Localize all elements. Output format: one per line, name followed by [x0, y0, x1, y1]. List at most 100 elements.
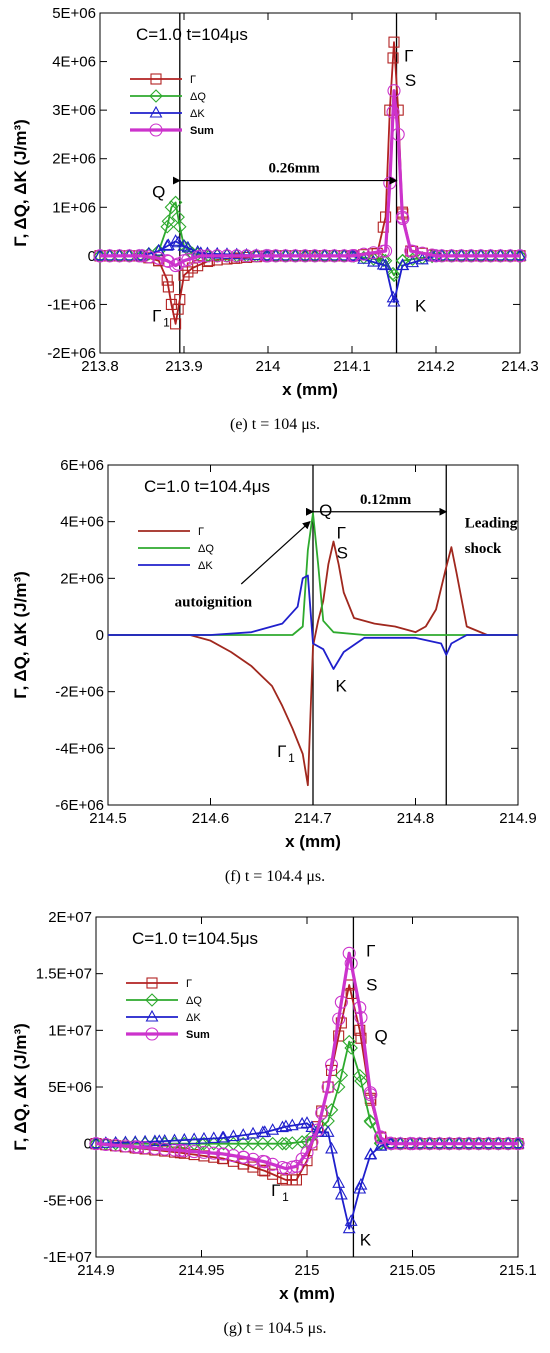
data-point: [142, 250, 156, 264]
data-point: [197, 1136, 211, 1151]
data-point: [112, 249, 127, 263]
data-point: [354, 1011, 368, 1025]
data-point: [164, 200, 179, 215]
data-point: [315, 1106, 329, 1120]
chart-title: C=1.0 t=104.4μs: [144, 477, 270, 496]
caption-g: (g) t = 104.5 μs.: [223, 1320, 327, 1337]
point-annotation: Γ: [337, 524, 346, 543]
caption-e: (e) t = 104 μs.: [229, 416, 321, 433]
point-annotation: Q: [319, 501, 332, 520]
y-tick-label: -2E+06: [47, 345, 96, 362]
point-annotation: S: [366, 976, 377, 995]
legend-entry: ΔK: [186, 1012, 201, 1024]
y-tick-label: 0: [84, 1136, 92, 1153]
data-point: [135, 249, 149, 263]
y-tick-label: 5E+06: [52, 5, 96, 22]
series-1: [93, 195, 527, 283]
x-tick-label: 215.1: [499, 1262, 537, 1279]
data-point: [194, 249, 208, 263]
data-point: [331, 1080, 346, 1094]
data-point: [300, 1146, 314, 1160]
data-point: [103, 249, 117, 263]
data-point: [355, 1032, 367, 1044]
data-point: [169, 234, 183, 246]
data-point: [308, 249, 322, 263]
data-point: [334, 1187, 348, 1200]
data-point: [474, 249, 488, 263]
data-point: [288, 249, 302, 263]
data-point: [429, 249, 443, 263]
legend-entry: Sum: [190, 125, 214, 137]
data-point: [423, 1137, 437, 1151]
data-point: [353, 1001, 367, 1015]
point-annotation: Γ: [152, 306, 161, 325]
data-point: [240, 247, 253, 260]
series-1: [89, 1034, 525, 1151]
data-point: [194, 1136, 209, 1151]
data-point: [177, 1132, 191, 1145]
y-tick-label: 2E+07: [48, 909, 92, 926]
data-point: [363, 1114, 378, 1128]
data-point: [266, 1123, 280, 1135]
panel-f: 214.5 214.6 214.7 214.8 214.9 -6E+06 -4E+06 -2E…: [0, 452, 550, 892]
data-point: [93, 249, 107, 263]
data-point: [344, 956, 358, 970]
data-point: [160, 219, 174, 234]
legend: Γ ΔQ ΔK Sum: [130, 73, 214, 137]
x-tick-label: 214.95: [179, 1262, 225, 1279]
point-annotation: S: [405, 71, 416, 90]
x-tick-label: 215: [294, 1262, 319, 1279]
data-point: [285, 1118, 299, 1131]
data-point: [226, 1149, 240, 1163]
y-tick-label: 1.5E+07: [36, 966, 92, 983]
data-point: [246, 1126, 260, 1139]
data-point: [236, 1128, 250, 1140]
series-0: [108, 540, 518, 787]
data-point: [258, 1155, 272, 1169]
data-point: [177, 254, 191, 268]
panel-e: 213.8 213.9 214 214.1 214.2 214.3 -2E+06 -1E+06…: [0, 0, 550, 440]
series-line: [108, 540, 518, 787]
data-point: [259, 1165, 271, 1177]
y-tick-label: 3E+06: [52, 102, 96, 119]
data-point: [352, 1068, 367, 1083]
data-point: [89, 1137, 103, 1151]
legend-marker: [149, 123, 163, 137]
data-point: [161, 254, 175, 268]
legend-entry: Sum: [186, 1029, 210, 1041]
series-line: [108, 574, 518, 670]
data-point: [345, 249, 359, 263]
data-point: [386, 290, 400, 303]
data-point: [210, 249, 224, 263]
data-point: [246, 1136, 260, 1151]
data-point: [168, 195, 183, 210]
data-point: [511, 1137, 525, 1151]
data-point: [484, 249, 498, 263]
x-tick-label: 214.2: [417, 358, 455, 375]
x-tick-label: 214.9: [77, 1262, 115, 1279]
series-line: [95, 951, 518, 1171]
data-point: [395, 210, 409, 224]
data-point: [387, 268, 401, 283]
series-line: [108, 512, 518, 636]
x-tick-label: 214.3: [501, 358, 539, 375]
data-point: [295, 1116, 309, 1129]
annotation-subscript: 1: [163, 315, 170, 329]
y-tick-label: -5E+06: [43, 1192, 92, 1209]
data-point: [513, 249, 527, 263]
data-point: [201, 246, 214, 259]
data-point: [482, 1137, 496, 1151]
data-point: [138, 1141, 152, 1155]
data-point: [445, 249, 459, 263]
data-point: [333, 1030, 345, 1042]
x-tick-label: 214.7: [294, 810, 332, 827]
data-point: [298, 249, 312, 263]
data-point: [376, 253, 391, 268]
data-point: [279, 249, 293, 263]
data-point: [173, 219, 187, 234]
data-point: [266, 1157, 280, 1171]
data-point: [138, 1134, 152, 1147]
data-point: [472, 1137, 486, 1151]
data-point: [321, 1125, 335, 1137]
point-annotation: S: [337, 544, 348, 563]
